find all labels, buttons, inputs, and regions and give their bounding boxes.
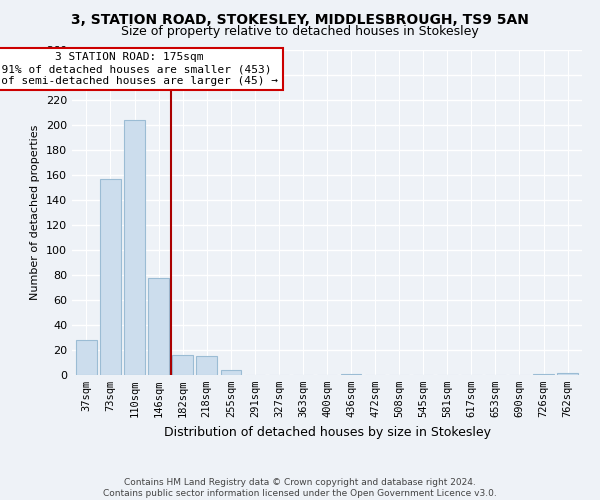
X-axis label: Distribution of detached houses by size in Stokesley: Distribution of detached houses by size … [163,426,491,438]
Text: 3, STATION ROAD, STOKESLEY, MIDDLESBROUGH, TS9 5AN: 3, STATION ROAD, STOKESLEY, MIDDLESBROUG… [71,12,529,26]
Text: Size of property relative to detached houses in Stokesley: Size of property relative to detached ho… [121,25,479,38]
Bar [196,356,217,375]
Bar [148,278,169,375]
Text: 3 STATION ROAD: 175sqm
← 91% of detached houses are smaller (453)
9% of semi-det: 3 STATION ROAD: 175sqm ← 91% of detached… [0,52,278,86]
Bar [124,120,145,375]
Y-axis label: Number of detached properties: Number of detached properties [31,125,40,300]
Text: Contains HM Land Registry data © Crown copyright and database right 2024.
Contai: Contains HM Land Registry data © Crown c… [103,478,497,498]
Bar [557,372,578,375]
Bar [341,374,361,375]
Bar [100,179,121,375]
Bar [221,370,241,375]
Bar [533,374,554,375]
Bar [76,340,97,375]
Bar [172,355,193,375]
